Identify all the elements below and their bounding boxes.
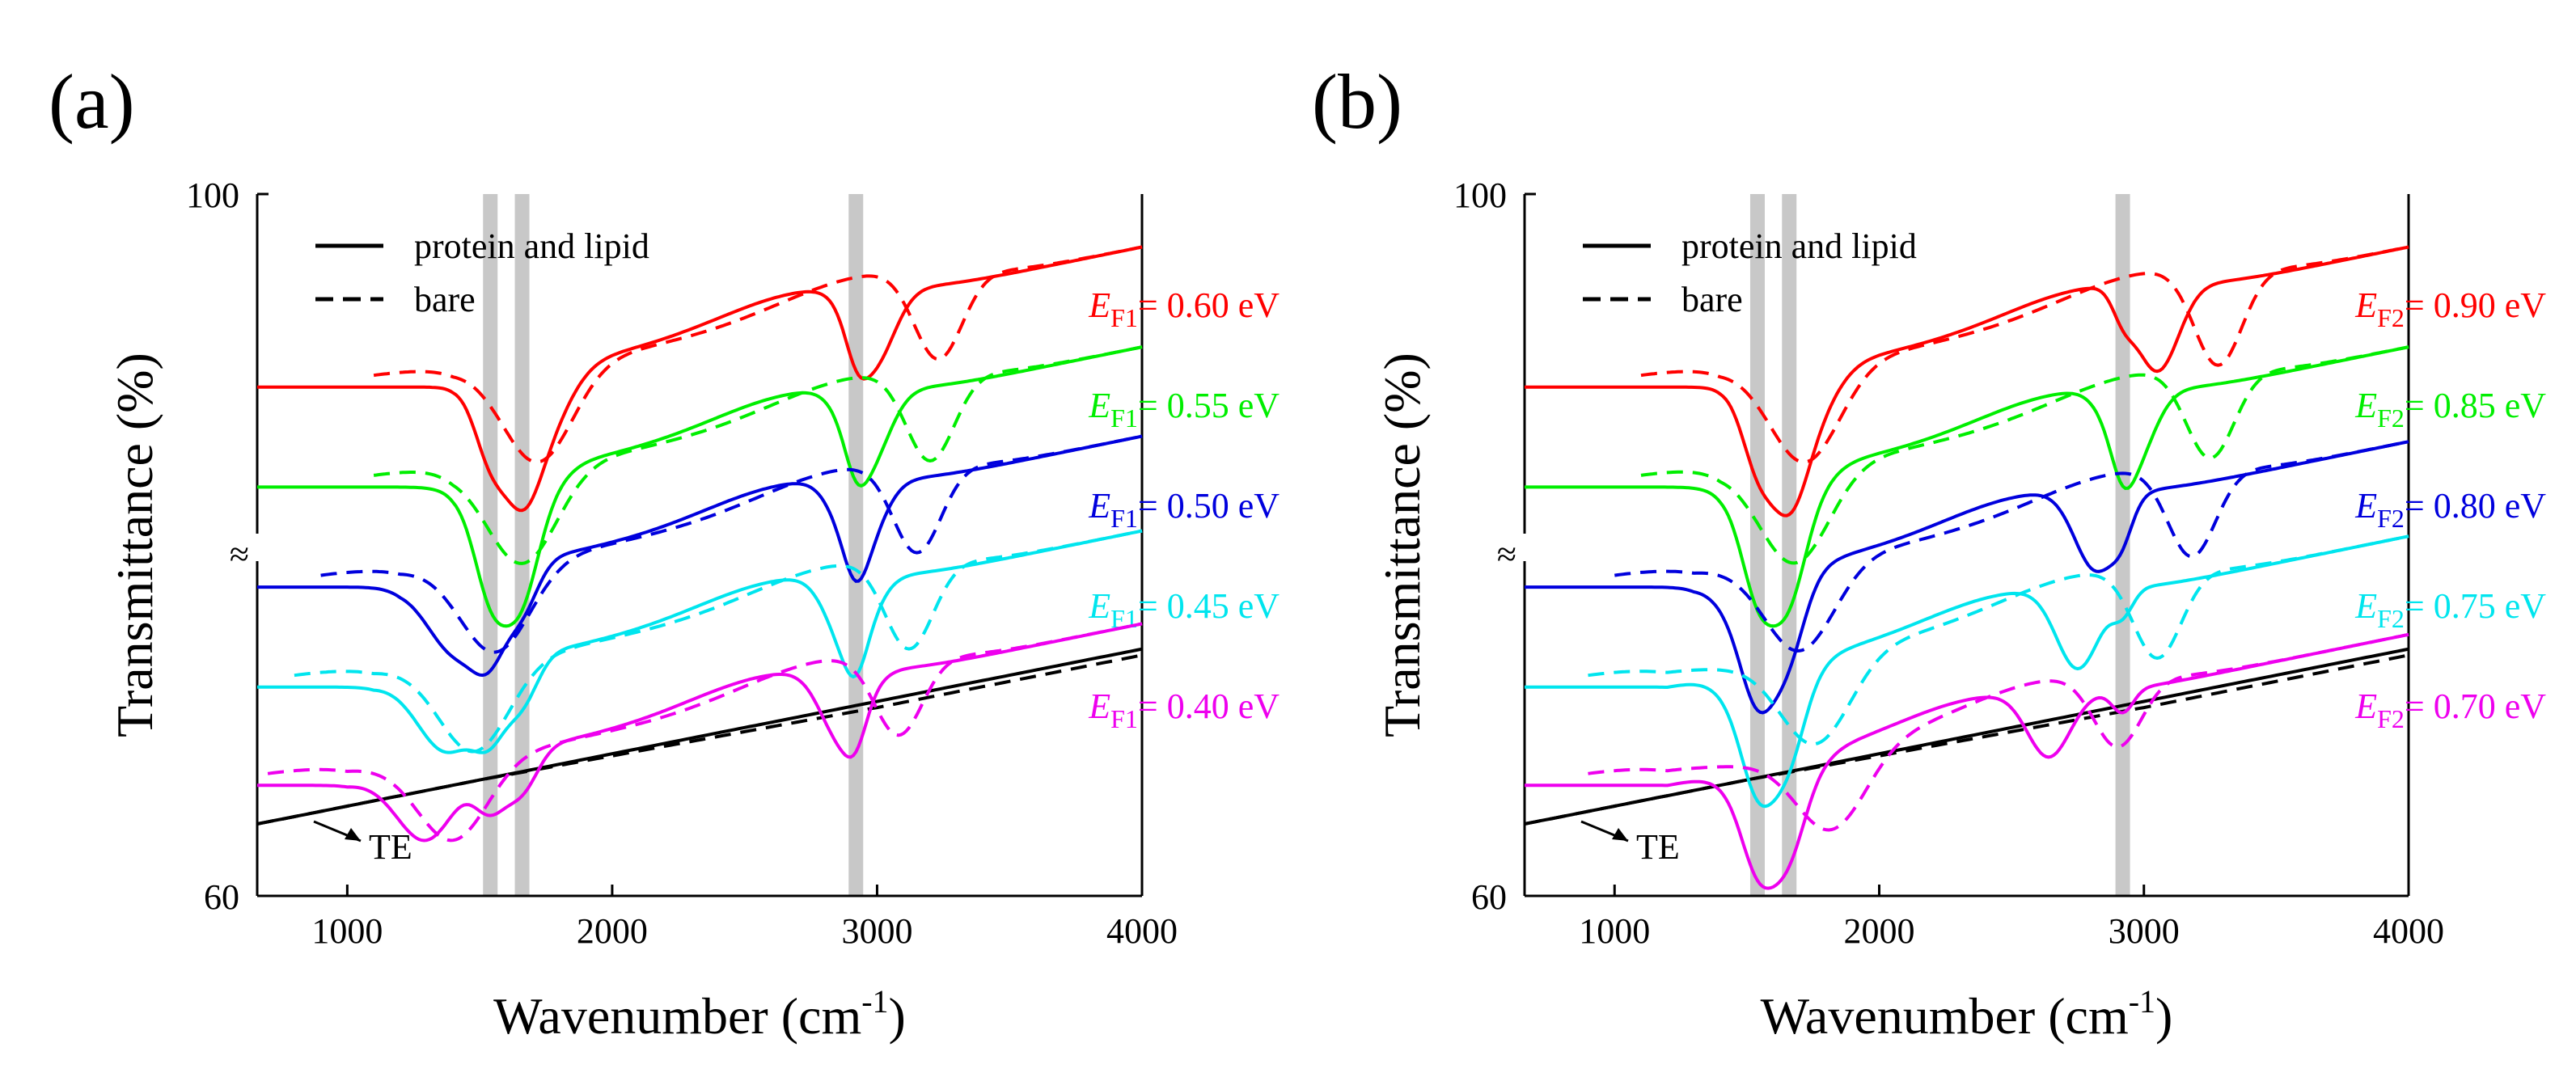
series-loaded-line [1525, 345, 2409, 628]
panel-label: (b) [1312, 58, 1402, 145]
highlight-band [514, 194, 530, 896]
x-tick-label: 2000 [577, 911, 648, 951]
chart-panel: ≈1000 2000 3000 4000 100 60 (b) Wavenumber (cm-… [1312, 58, 2546, 1045]
te-loaded-line [256, 647, 1143, 826]
series-label: EF2= 0.70 eV [2354, 686, 2546, 733]
series-label: EF2= 0.90 eV [2354, 285, 2546, 332]
series-bare-line [320, 434, 1143, 654]
te-loaded-line [1524, 647, 2409, 826]
series-label: EF2= 0.80 eV [2354, 486, 2546, 533]
series-bare-line [1588, 534, 2409, 746]
te-arrow-head [345, 828, 361, 841]
axis-break-mark: ≈ [1497, 534, 1516, 574]
x-tick-label: 1000 [311, 911, 383, 951]
series-loaded-line [257, 245, 1143, 513]
te-bare-line [1524, 653, 2409, 826]
series-label: EF1= 0.50 eV [1088, 486, 1280, 533]
series-bare-line [1614, 440, 2409, 653]
series-loaded-line [257, 434, 1143, 678]
series-bare-line [373, 245, 1143, 464]
series-label: EF2= 0.75 eV [2354, 586, 2546, 633]
series-bare-line [294, 529, 1143, 754]
x-tick-label: 4000 [1106, 911, 1178, 951]
y-tick-label: 60 [1471, 877, 1507, 917]
series-bare-line [373, 345, 1143, 565]
highlight-band [1782, 194, 1797, 896]
highlight-band [1749, 194, 1765, 896]
legend-solid-label: protein and lipid [1681, 226, 1917, 266]
x-tick-label: 2000 [1844, 911, 1915, 951]
legend-dashed-label: bare [414, 280, 476, 319]
y-tick-label: 100 [1453, 175, 1507, 215]
axis-break-gap [1516, 534, 1533, 561]
x-tick-label: 4000 [2373, 911, 2444, 951]
series-loaded-line [1525, 245, 2409, 517]
series-loaded-line [1525, 440, 2409, 715]
x-tick-label: 3000 [2109, 911, 2180, 951]
y-axis-title: Transmittance (%) [1373, 353, 1431, 737]
series-label: EF1= 0.55 eV [1088, 386, 1280, 433]
y-axis-title: Transmittance (%) [106, 353, 163, 737]
series-bare-line [267, 622, 1143, 843]
legend-dashed-label: bare [1681, 280, 1743, 319]
te-label: TE [369, 827, 412, 867]
axis-break-gap [249, 534, 265, 561]
axis-break-mark: ≈ [230, 534, 249, 574]
series-loaded-line [257, 529, 1143, 754]
series-loaded-line [1525, 632, 2409, 890]
panel-label: (a) [49, 58, 135, 145]
te-bare-line [256, 653, 1143, 826]
y-tick-label: 100 [186, 175, 239, 215]
series-bare-line [1588, 632, 2409, 832]
series-loaded-line [257, 622, 1143, 843]
x-axis-title: Wavenumber (cm-1) [493, 983, 906, 1045]
legend-solid-label: protein and lipid [414, 226, 649, 266]
chart-panel: ≈1000 2000 3000 4000 100 60 (a) Wavenumber (cm-… [49, 58, 1280, 1045]
highlight-band [2115, 194, 2130, 896]
y-tick-label: 60 [204, 877, 239, 917]
series-label: EF1= 0.45 eV [1088, 586, 1280, 633]
series-bare-line [1640, 345, 2409, 565]
highlight-band [483, 194, 498, 896]
x-tick-label: 3000 [841, 911, 912, 951]
series-label: EF2= 0.85 eV [2354, 386, 2546, 433]
te-arrow-head [1612, 828, 1628, 841]
series-loaded-line [257, 345, 1143, 628]
series-label: EF1= 0.40 eV [1088, 686, 1280, 733]
x-axis-title: Wavenumber (cm-1) [1761, 983, 2173, 1045]
series-label: EF1= 0.60 eV [1088, 285, 1280, 332]
highlight-band [848, 194, 864, 896]
x-tick-label: 1000 [1579, 911, 1650, 951]
te-label: TE [1636, 827, 1680, 867]
series-loaded-line [1525, 534, 2409, 809]
